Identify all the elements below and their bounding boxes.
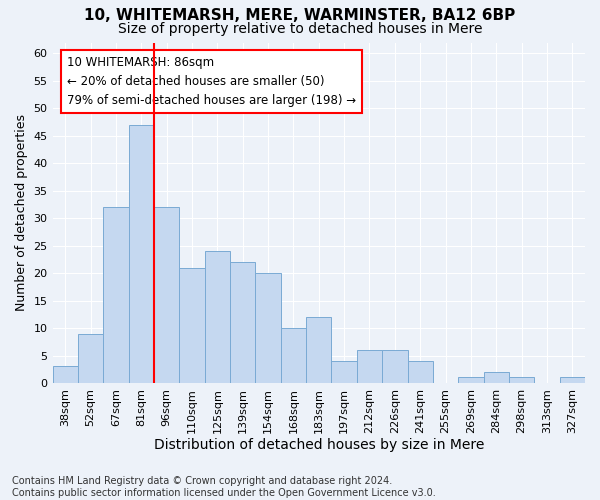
Text: 10, WHITEMARSH, MERE, WARMINSTER, BA12 6BP: 10, WHITEMARSH, MERE, WARMINSTER, BA12 6…	[85, 8, 515, 22]
Bar	[230, 262, 256, 383]
Bar	[128, 125, 154, 383]
Bar	[484, 372, 509, 383]
Bar	[306, 317, 331, 383]
Bar	[205, 251, 230, 383]
Bar	[78, 334, 103, 383]
X-axis label: Distribution of detached houses by size in Mere: Distribution of detached houses by size …	[154, 438, 484, 452]
Bar	[103, 207, 128, 383]
Bar	[53, 366, 78, 383]
Bar	[382, 350, 407, 383]
Y-axis label: Number of detached properties: Number of detached properties	[15, 114, 28, 311]
Bar	[407, 361, 433, 383]
Bar	[281, 328, 306, 383]
Bar	[154, 207, 179, 383]
Bar	[509, 378, 534, 383]
Bar	[256, 273, 281, 383]
Text: Contains HM Land Registry data © Crown copyright and database right 2024.
Contai: Contains HM Land Registry data © Crown c…	[12, 476, 436, 498]
Bar	[458, 378, 484, 383]
Bar	[179, 268, 205, 383]
Text: Size of property relative to detached houses in Mere: Size of property relative to detached ho…	[118, 22, 482, 36]
Bar	[331, 361, 357, 383]
Text: 10 WHITEMARSH: 86sqm
← 20% of detached houses are smaller (50)
79% of semi-detac: 10 WHITEMARSH: 86sqm ← 20% of detached h…	[67, 56, 356, 107]
Bar	[357, 350, 382, 383]
Bar	[560, 378, 585, 383]
